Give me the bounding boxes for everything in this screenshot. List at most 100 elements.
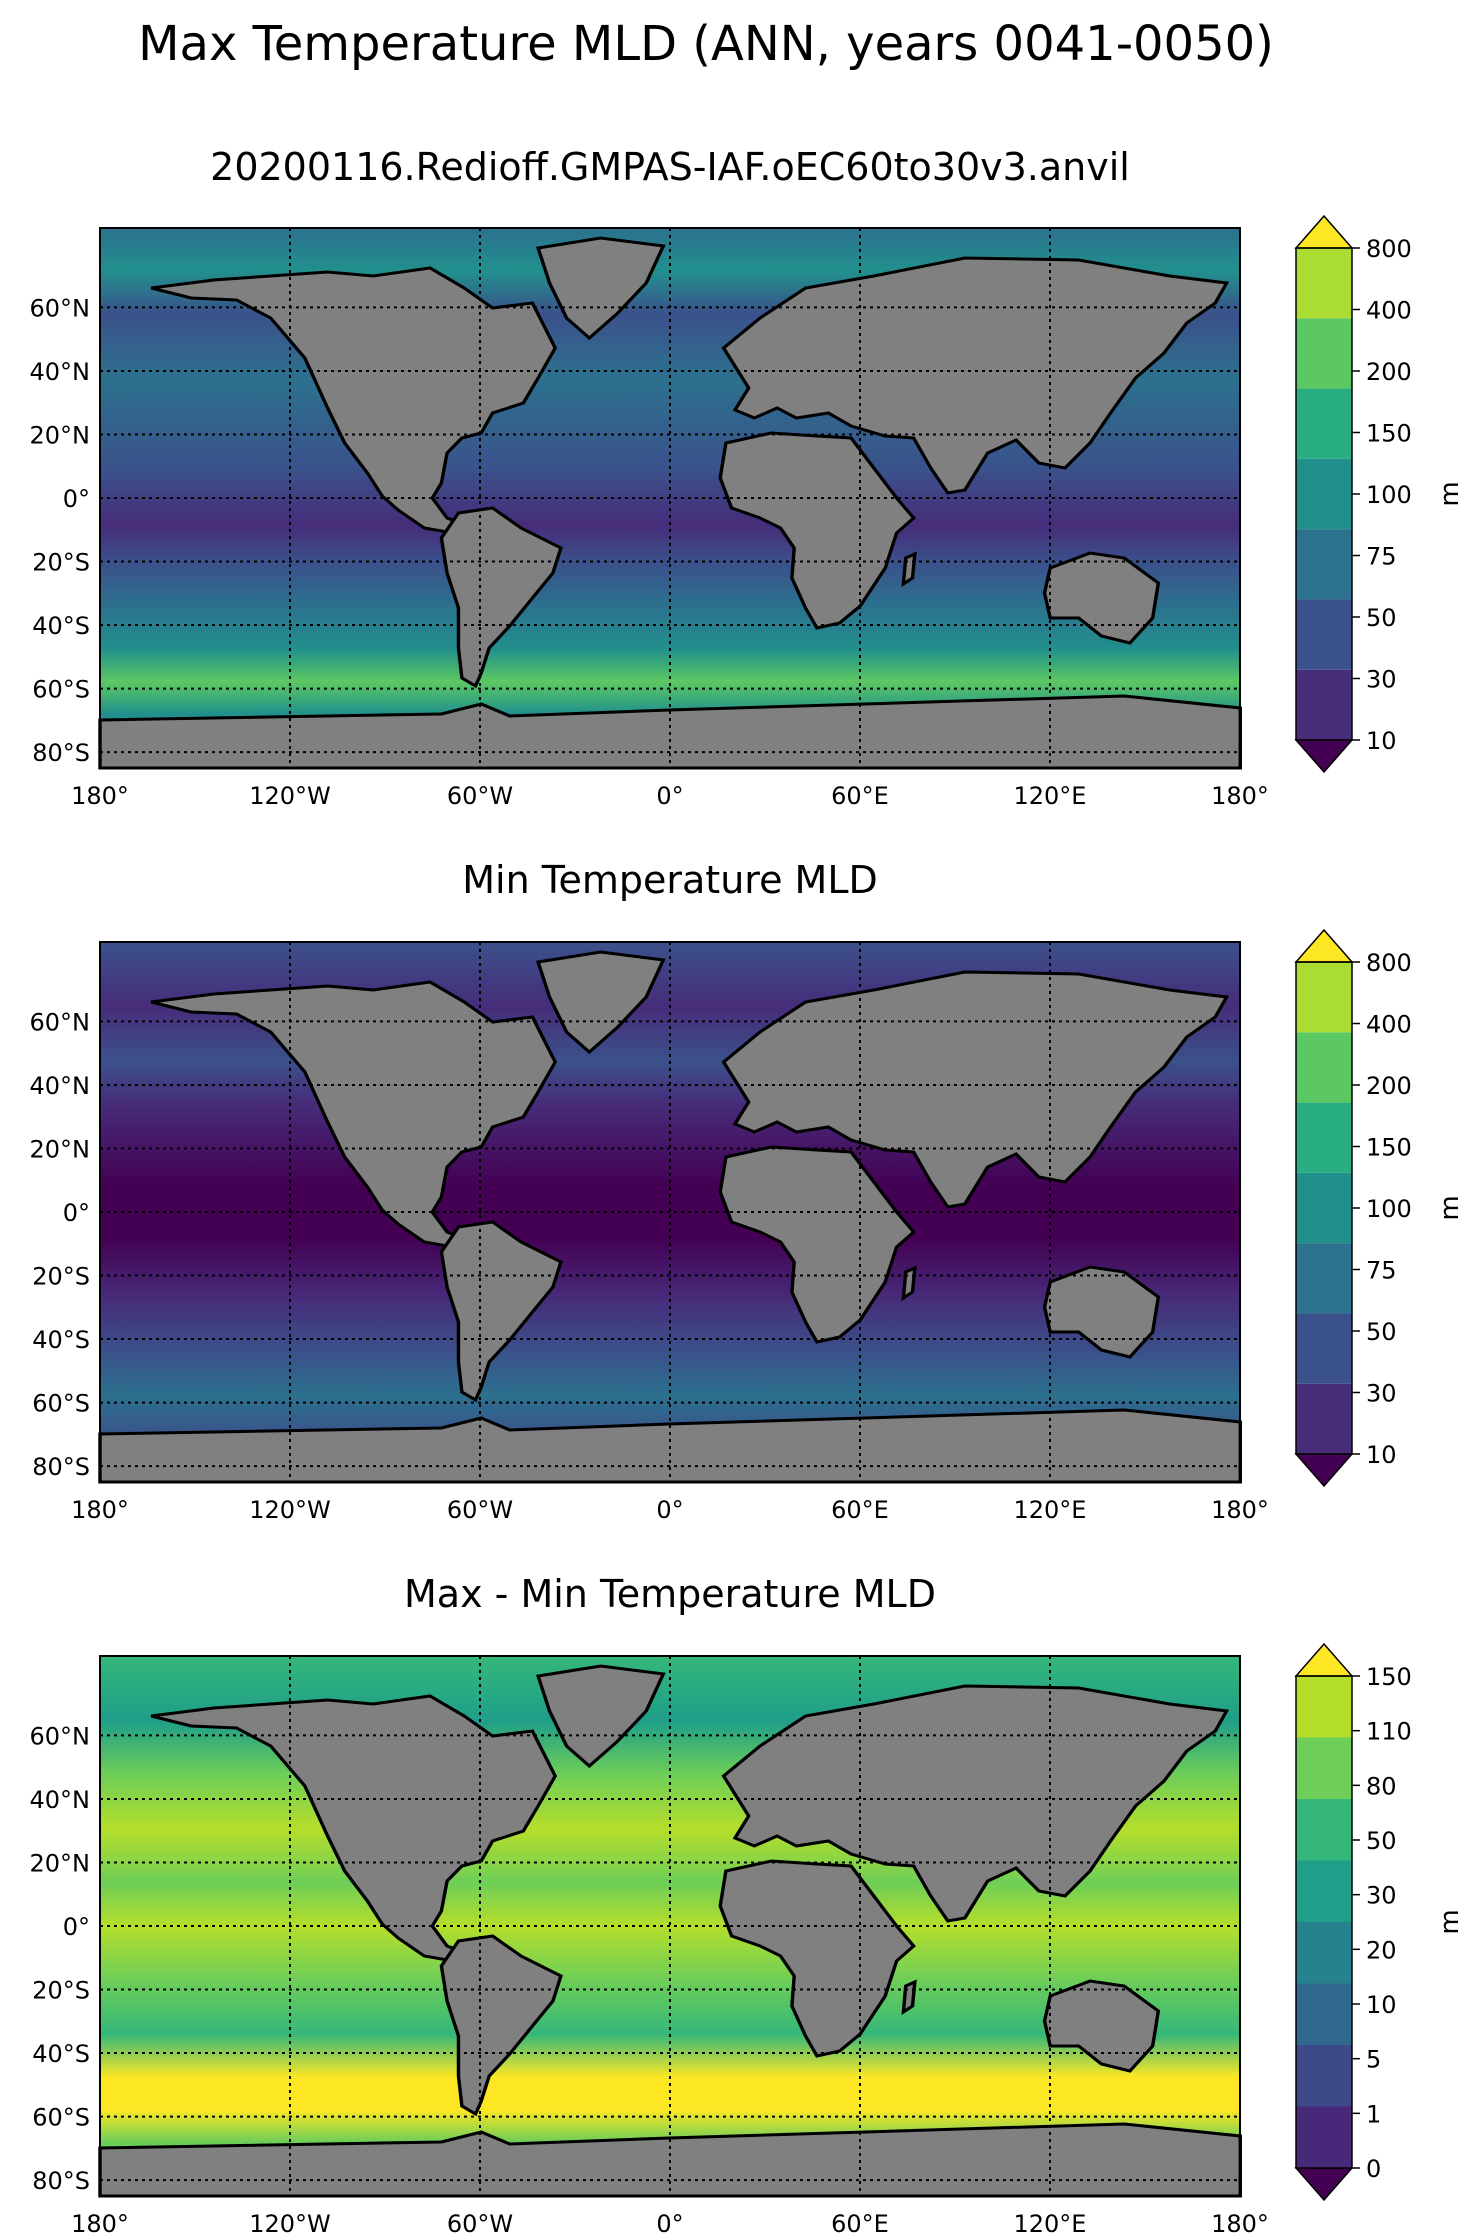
lat-tick-label: 60°S <box>32 676 90 704</box>
colorbar-segment <box>1296 1102 1352 1173</box>
lon-tick-label: 180° <box>71 2210 129 2235</box>
colorbar-segment <box>1296 388 1352 459</box>
lat-tick-label: 40°N <box>30 1786 91 1814</box>
colorbar-tick-label: 50 <box>1366 1318 1397 1346</box>
lon-tick-label: 60°E <box>831 1496 889 1524</box>
lat-tick-label: 20°S <box>32 549 90 577</box>
lon-tick-label: 60°W <box>447 2210 513 2235</box>
colorbar-extend-min <box>1294 2167 1354 2202</box>
colorbar-label: m <box>1435 1195 1465 1220</box>
lon-tick-label: 60°W <box>447 1496 513 1524</box>
figure-subtitle: 20200116.Redioff.GMPAS-IAF.oEC60to30v3.a… <box>210 145 1130 189</box>
panel-min-mld: 60°N 40°N 20°N 0° 20°S 40°S 60°S 80°S 180° 120°W… <box>30 941 1269 1524</box>
colorbar-tick-label: 50 <box>1366 1827 1397 1855</box>
lat-tick-label: 0° <box>63 1913 90 1941</box>
lat-tick-labels: 60°N 40°N 20°N 0° 20°S 40°S 60°S 80°S <box>30 1722 91 2195</box>
lat-tick-label: 60°S <box>32 1390 90 1418</box>
lat-tick-label: 60°N <box>30 1008 91 1036</box>
colorbar-segment <box>1296 318 1352 389</box>
colorbar-tick-label: 150 <box>1366 420 1412 448</box>
lon-tick-label: 120°E <box>1014 2210 1087 2235</box>
colorbar-tick-label: 100 <box>1366 1195 1412 1223</box>
colorbar-segment <box>1296 962 1352 1033</box>
lat-tick-label: 60°N <box>30 1722 91 1750</box>
colorbar-segment <box>1296 1243 1352 1314</box>
lon-tick-label: 60°W <box>447 782 513 810</box>
panel-title-min: Min Temperature MLD <box>462 858 878 902</box>
lat-tick-label: 20°N <box>30 1135 91 1163</box>
lon-tick-labels: 180° 120°W 60°W 0° 60°E 120°E 180° <box>71 1496 1269 1524</box>
panel-diff-mld: 60°N 40°N 20°N 0° 20°S 40°S 60°S 80°S 180° 120°W… <box>30 1655 1269 2235</box>
colorbar-tick-label: 100 <box>1366 481 1412 509</box>
colorbar-segment <box>1296 529 1352 600</box>
lon-tick-label: 120°W <box>249 2210 331 2235</box>
colorbar-tick-label: 200 <box>1366 358 1412 386</box>
colorbar-tick-label: 150 <box>1366 1663 1412 1691</box>
panel-title-diff: Max - Min Temperature MLD <box>404 1572 936 1616</box>
lat-tick-label: 20°N <box>30 1849 91 1877</box>
colorbar-segment <box>1296 1313 1352 1384</box>
colorbar-tick-label: 400 <box>1366 1011 1412 1039</box>
colorbar-extend-min <box>1294 1453 1354 1488</box>
lat-tick-labels: 60°N 40°N 20°N 0° 20°S 40°S 60°S 80°S <box>30 294 91 767</box>
colorbar-segment <box>1296 1383 1352 1454</box>
colorbar-segment <box>1296 248 1352 319</box>
colorbar-tick-label: 0 <box>1366 2155 1381 2183</box>
lat-tick-labels: 60°N 40°N 20°N 0° 20°S 40°S 60°S 80°S <box>30 1008 91 1481</box>
colorbar-tick-label: 1 <box>1366 2100 1381 2128</box>
lon-tick-label: 180° <box>1211 2210 1269 2235</box>
colorbar-extend-min <box>1294 739 1354 774</box>
colorbar-tick-label: 20 <box>1366 1936 1397 1964</box>
colorbar-tick-label: 800 <box>1366 949 1412 977</box>
colorbar-extend-max <box>1294 928 1354 963</box>
lat-tick-label: 40°N <box>30 358 91 386</box>
lat-tick-label: 20°N <box>30 421 91 449</box>
lat-tick-label: 0° <box>63 485 90 513</box>
lon-tick-label: 180° <box>71 782 129 810</box>
colorbar-tick-label: 10 <box>1366 727 1397 755</box>
colorbar-segment <box>1296 1922 1352 1984</box>
map-frame <box>99 227 1241 769</box>
colorbar-label: m <box>1435 1909 1465 1934</box>
lat-tick-label: 0° <box>63 1199 90 1227</box>
colorbar-tick-label: 10 <box>1366 1441 1397 1469</box>
colorbar-segment <box>1296 669 1352 740</box>
lat-tick-label: 80°S <box>32 1453 90 1481</box>
map-frame <box>99 941 1241 1483</box>
colorbar-tick-label: 5 <box>1366 2046 1381 2074</box>
colorbar-diff: 0 1 5 10 20 30 50 80 110 150 m <box>1294 1642 1465 2202</box>
colorbar-tick-label: 10 <box>1366 1991 1397 2019</box>
colorbar-segment <box>1296 2106 1352 2168</box>
colorbar-extend-max <box>1294 214 1354 249</box>
colorbar-extend-max <box>1294 1642 1354 1677</box>
lat-tick-label: 40°S <box>32 2040 90 2068</box>
map-frame <box>99 1655 1241 2197</box>
colorbar-tick-label: 50 <box>1366 604 1397 632</box>
colorbar-segment <box>1296 458 1352 530</box>
lat-tick-label: 60°N <box>30 294 91 322</box>
lon-tick-label: 120°E <box>1014 782 1087 810</box>
colorbar-max: 10 30 50 75 100 150 200 400 800 m <box>1294 214 1465 774</box>
colorbar-tick-label: 200 <box>1366 1072 1412 1100</box>
colorbar-min: 10 30 50 75 100 150 200 400 800 m <box>1294 928 1465 1488</box>
lat-tick-label: 20°S <box>32 1977 90 2005</box>
colorbar-segment <box>1296 1983 1352 2045</box>
figure-title: Max Temperature MLD (ANN, years 0041-005… <box>138 16 1274 72</box>
lon-tick-label: 60°E <box>831 2210 889 2235</box>
lon-tick-label: 180° <box>1211 782 1269 810</box>
lat-tick-label: 20°S <box>32 1263 90 1291</box>
lon-tick-labels: 180° 120°W 60°W 0° 60°E 120°E 180° <box>71 782 1269 810</box>
colorbar-tick-label: 30 <box>1366 666 1397 694</box>
colorbar-tick-label: 30 <box>1366 1380 1397 1408</box>
colorbar-segment <box>1296 1799 1352 1861</box>
lon-tick-label: 120°E <box>1014 1496 1087 1524</box>
lon-tick-label: 120°W <box>249 1496 331 1524</box>
lat-tick-label: 40°S <box>32 612 90 640</box>
lon-tick-label: 60°E <box>831 782 889 810</box>
colorbar-tick-label: 150 <box>1366 1134 1412 1162</box>
lon-tick-label: 180° <box>1211 1496 1269 1524</box>
gridlines <box>100 228 1240 768</box>
lat-tick-label: 80°S <box>32 2167 90 2195</box>
colorbar-label: m <box>1435 481 1465 506</box>
